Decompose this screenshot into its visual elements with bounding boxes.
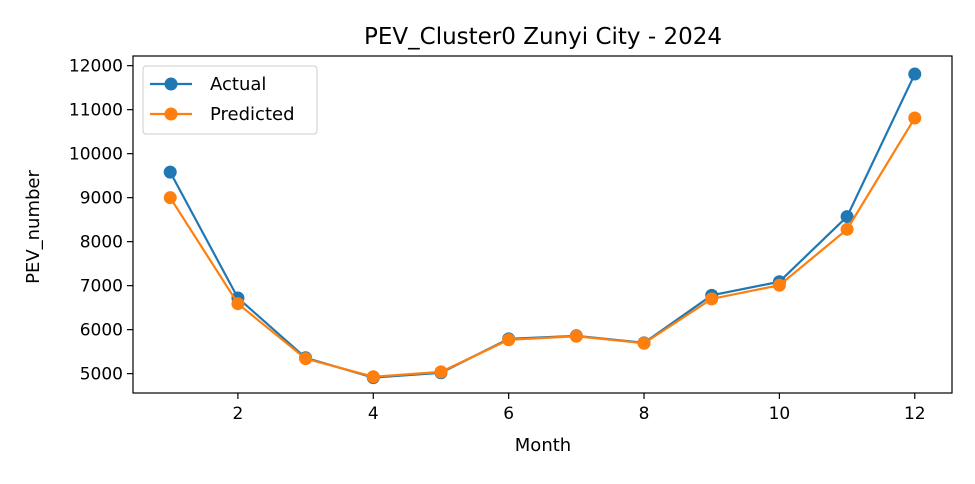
y-tick-label: 8000 [80,233,123,253]
predicted-data-point [569,329,583,343]
y-tick-label: 9000 [80,189,123,209]
plot-frame [132,55,953,394]
x-tick-label: 4 [368,404,379,424]
predicted-data-point [163,191,177,205]
axis-ticks: 2 4 6 8 10 12 5000 6000 7000 8000 9000 10000 11000 12… [69,57,926,424]
predicted-series-line [169,117,916,378]
y-tick-label: 7000 [80,277,123,297]
predicted-data-point [772,278,786,292]
chart-title: PEV_Cluster0 Zunyi City - 2024 [364,24,722,50]
legend: Actual Predicted [142,65,318,135]
legend-actual-marker [164,77,178,91]
predicted-data-point [434,365,448,379]
predicted-data-point [299,352,313,366]
legend-predicted-label: Predicted [210,104,295,125]
x-tick-label: 12 [904,404,926,424]
predicted-data-point [840,222,854,236]
actual-data-point [163,165,177,179]
y-tick-label: 11000 [69,101,123,121]
x-tick-label: 10 [769,404,791,424]
y-tick-label: 10000 [69,145,123,165]
predicted-data-point [366,370,380,384]
y-tick-label: 6000 [80,321,123,341]
predicted-data-point [231,297,245,311]
predicted-data-point [502,333,516,347]
x-tick-label: 6 [503,404,514,424]
x-tick-label: 2 [232,404,243,424]
actual-data-point [840,210,854,224]
actual-data-point [908,67,922,81]
predicted-data-point [705,292,719,306]
predicted-data-point [637,336,651,350]
x-axis-label: Month [515,435,571,456]
y-axis-label: PEV_number [23,170,44,284]
x-tick-label: 8 [639,404,650,424]
series-layer [163,67,922,385]
legend-predicted-marker [164,107,178,121]
predicted-data-point [908,111,922,125]
y-tick-label: 5000 [80,365,123,385]
y-tick-label: 12000 [69,57,123,77]
legend-actual-label: Actual [210,74,266,95]
